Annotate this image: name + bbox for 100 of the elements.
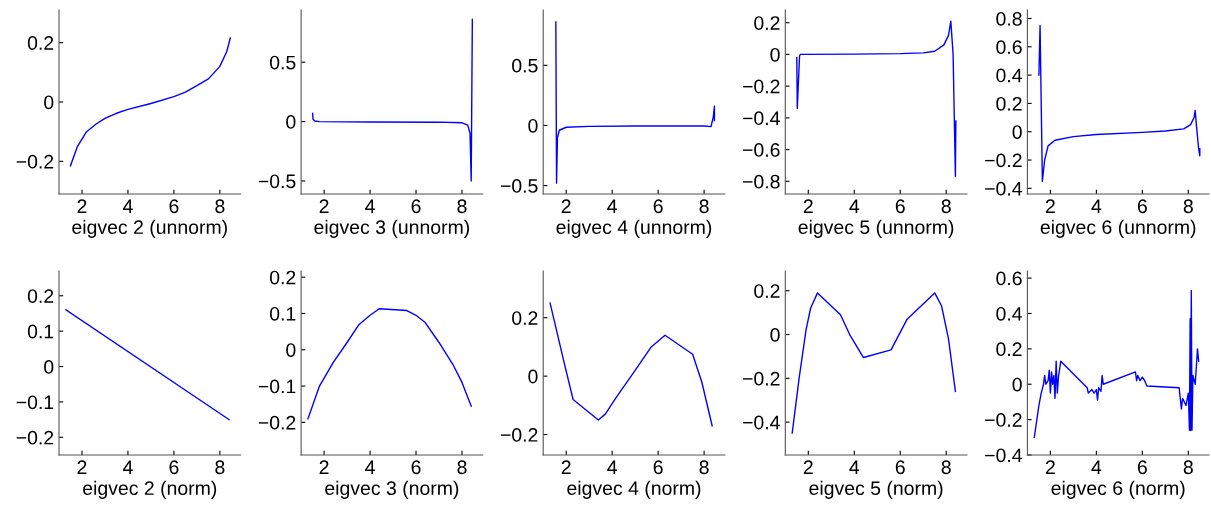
- y-tick-label: 0: [1012, 125, 1022, 139]
- y-tick-label: −0.2: [16, 430, 54, 445]
- y-tick-label: 0: [286, 115, 296, 129]
- y-tick-label: −0.2: [258, 415, 296, 430]
- x-axis-title: eigvec 4 (norm): [567, 480, 701, 499]
- x-tick-label: 8: [215, 199, 225, 214]
- x-tick-label: 2: [77, 460, 87, 474]
- y-tick-label: −0.1: [16, 395, 54, 410]
- y-tick-label: 0.2: [27, 289, 54, 304]
- x-axis-title: eigvec 2 (norm): [83, 480, 217, 499]
- x-tick-label: 2: [319, 199, 329, 213]
- y-tick-label: 0.4: [996, 306, 1022, 321]
- y-tick-label: 0.6: [996, 40, 1022, 55]
- y-tick-label: 0: [770, 47, 780, 62]
- y-tick-label: −0.4: [743, 111, 780, 126]
- x-tick-label: 2: [1045, 460, 1055, 474]
- x-tick-label: 6: [1137, 199, 1147, 214]
- x-tick-label: 4: [849, 460, 860, 474]
- x-axis-title: eigvec 6 (norm): [1051, 480, 1185, 499]
- y-tick-label: −0.8: [743, 174, 780, 189]
- line-series: [311, 18, 474, 182]
- x-tick-label: 8: [1183, 199, 1193, 214]
- x-tick-label: 4: [607, 460, 617, 474]
- x-tick-label: 8: [1183, 460, 1193, 475]
- y-tick-label: −0.2: [743, 371, 780, 386]
- y-tick-label: 0.1: [269, 306, 296, 321]
- y-tick-label: 0: [528, 118, 538, 133]
- y-tick-label: 0.2: [996, 96, 1022, 111]
- y-tick-label: 0.5: [512, 58, 538, 73]
- x-tick-label: 4: [607, 199, 617, 213]
- y-tick-label: −0.5: [500, 179, 538, 193]
- x-tick-label: 8: [941, 199, 951, 214]
- x-tick-label: 2: [803, 199, 813, 213]
- x-tick-label: 2: [561, 199, 571, 213]
- y-tick-label: 0: [44, 95, 54, 110]
- x-tick-label: 4: [122, 199, 133, 213]
- y-tick-label: 0.2: [754, 16, 780, 30]
- y-tick-label: 0.2: [754, 284, 780, 298]
- y-tick-label: −0.1: [258, 379, 296, 394]
- x-tick-label: 8: [457, 460, 467, 475]
- y-tick-label: 0.8: [996, 11, 1022, 26]
- x-axis-title: eigvec 6 (unnorm): [1040, 219, 1196, 238]
- x-tick-label: 6: [1137, 460, 1147, 475]
- y-tick-label: 0.4: [996, 68, 1022, 83]
- line-series: [1038, 24, 1201, 182]
- x-tick-label: 2: [803, 460, 813, 474]
- x-tick-label: 4: [1091, 460, 1102, 474]
- x-tick-label: 4: [365, 460, 375, 474]
- y-tick-label: 0.6: [996, 271, 1022, 286]
- y-tick-label: −0.4: [743, 415, 780, 430]
- x-tick-label: 4: [849, 199, 860, 213]
- y-tick-label: −0.2: [985, 153, 1022, 168]
- y-tick-label: −0.2: [743, 79, 780, 94]
- x-tick-label: 6: [895, 460, 905, 475]
- x-tick-label: 4: [122, 460, 133, 474]
- x-axis-title: eigvec 3 (unnorm): [314, 219, 470, 238]
- line-series: [796, 20, 957, 178]
- y-tick-label: 0.5: [269, 55, 296, 70]
- y-tick-label: −0.6: [743, 143, 780, 157]
- y-tick-label: −0.2: [985, 413, 1022, 427]
- y-tick-label: 0.2: [512, 311, 538, 325]
- x-tick-label: 8: [699, 199, 709, 214]
- y-tick-label: 0.2: [269, 270, 296, 285]
- x-axis-title: eigvec 5 (norm): [809, 480, 943, 499]
- line-series: [791, 292, 957, 434]
- y-tick-label: 0.1: [27, 324, 54, 339]
- y-tick-label: 0.2: [27, 36, 54, 50]
- x-tick-label: 6: [653, 199, 663, 214]
- x-tick-label: 6: [411, 199, 421, 214]
- x-axis-title: eigvec 3 (norm): [325, 480, 459, 499]
- line-series: [1033, 289, 1200, 439]
- line-series: [555, 21, 716, 184]
- y-tick-label: 0: [44, 360, 54, 374]
- y-tick-label: −0.4: [985, 181, 1022, 196]
- x-tick-label: 6: [411, 460, 421, 475]
- x-tick-label: 2: [77, 199, 87, 213]
- x-tick-label: 8: [699, 460, 709, 475]
- x-tick-label: 6: [653, 460, 663, 475]
- x-tick-label: 4: [365, 199, 375, 213]
- y-tick-label: −0.4: [985, 448, 1022, 463]
- x-tick-label: 6: [169, 199, 179, 214]
- line-series: [307, 308, 472, 420]
- y-tick-label: 0.2: [996, 342, 1022, 357]
- x-tick-label: 4: [1091, 199, 1102, 213]
- y-tick-label: −0.5: [258, 174, 296, 189]
- y-tick-label: 0: [528, 369, 538, 384]
- x-axis-title: eigvec 2 (unnorm): [72, 219, 227, 238]
- y-tick-label: −0.2: [500, 428, 538, 442]
- x-axis-title: eigvec 5 (unnorm): [798, 219, 954, 238]
- y-tick-label: −0.2: [16, 154, 54, 169]
- y-tick-label: 0: [286, 343, 296, 357]
- x-tick-label: 2: [561, 460, 571, 474]
- x-tick-label: 2: [319, 460, 329, 474]
- x-axis-title: eigvec 4 (unnorm): [556, 219, 712, 238]
- x-tick-label: 6: [169, 460, 179, 475]
- y-tick-label: 0: [770, 327, 780, 342]
- x-tick-label: 2: [1045, 199, 1055, 213]
- x-tick-label: 8: [941, 460, 951, 475]
- line-series: [69, 37, 231, 167]
- x-tick-label: 6: [895, 199, 905, 214]
